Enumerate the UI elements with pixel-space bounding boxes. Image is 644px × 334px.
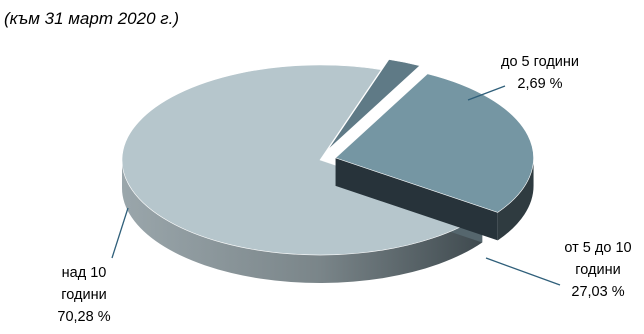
slice-up-to-5-years-label-line: 2,69 % <box>517 76 562 92</box>
chart-subtitle: (към 31 март 2020 г.) <box>4 9 179 28</box>
slice-up-to-5-years-label-line: до 5 години <box>501 54 579 70</box>
slice-5-to-10-years-label-line: от 5 до 10 <box>564 240 631 256</box>
slice-5-to-10-years-cut-face <box>335 157 498 241</box>
slice-over-10-years-label: над 10 години 70,28 % <box>57 207 129 325</box>
slice-5-to-10-years <box>334 73 534 241</box>
slice-5-to-10-years-label-line: 27,03 % <box>571 284 624 300</box>
slice-over-10-years-side <box>122 160 483 283</box>
slice-over-10-years-label-line: години <box>61 287 106 303</box>
slice-5-to-10-years-leader-line <box>485 257 561 286</box>
slice-5-to-10-years-label: от 5 до 10 години 27,03 % <box>485 240 632 300</box>
slice-over-10-years-top <box>121 64 483 256</box>
slice-over-10-years-label-line: над 10 <box>62 265 107 281</box>
slice-up-to-5-years-top <box>327 59 421 151</box>
slice-over-10-years-leader-line <box>111 207 129 259</box>
pie-labels: до 5 години 2,69 % от 5 до 10 години 27,03 %… <box>57 54 631 325</box>
slice-over-10-years-label-line: 70,28 % <box>57 309 110 325</box>
slice-up-to-5-years <box>327 59 421 151</box>
slice-up-to-5-years-leader-line <box>467 85 506 101</box>
pie-slices <box>121 59 534 283</box>
slice-5-to-10-years-label-line: години <box>575 262 620 278</box>
slice-up-to-5-years-label: до 5 години 2,69 % <box>467 54 579 101</box>
slice-5-to-10-years-top <box>334 73 534 213</box>
slice-5-to-10-years-side <box>497 157 534 241</box>
